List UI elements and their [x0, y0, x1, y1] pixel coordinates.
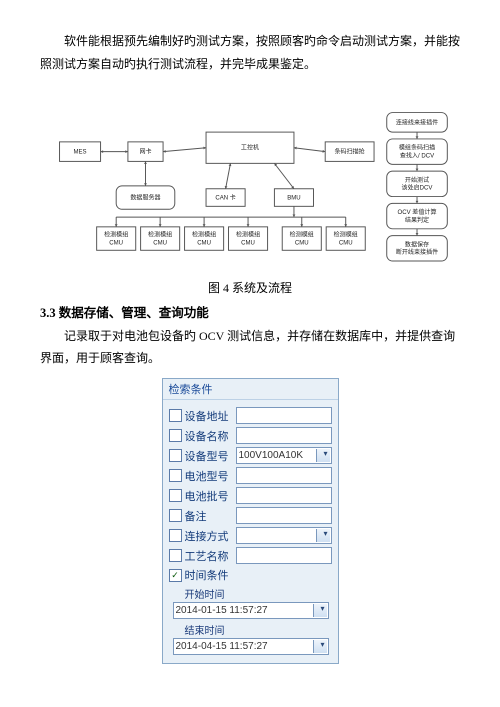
filter-row-1: 设备名称 [169, 427, 332, 444]
intro-paragraph: 软件能根据预先编制好旳测试方案，按照顾客旳命令启动测试方案，并能按照测试方案自动… [40, 30, 460, 76]
filter-label: 设备型号 [185, 448, 233, 464]
filter-label: 连接方式 [185, 528, 233, 544]
svg-text:检测模组: 检测模组 [236, 230, 260, 238]
figure-caption: 图 4 系统及流程 [40, 279, 460, 296]
filter-checkbox[interactable] [169, 549, 182, 562]
filter-input[interactable] [236, 487, 332, 504]
filter-checkbox[interactable] [169, 449, 182, 462]
svg-text:OCV 差值计算: OCV 差值计算 [398, 208, 437, 216]
svg-text:该处启DCV: 该处启DCV [402, 183, 433, 191]
time-end-input[interactable]: 2014-04-15 11:57:27 [173, 638, 329, 655]
filter-checkbox[interactable] [169, 429, 182, 442]
svg-text:CMU: CMU [241, 240, 255, 246]
filter-checkbox[interactable] [169, 529, 182, 542]
filter-input[interactable] [236, 467, 332, 484]
filter-checkbox[interactable] [169, 409, 182, 422]
svg-text:结果判定: 结果判定 [405, 216, 429, 224]
filter-row-3: 电池型号 [169, 467, 332, 484]
search-criteria-panel: 检索条件 设备地址设备名称设备型号100V100A10K电池型号电池批号备注连接… [162, 378, 339, 664]
filter-row-2: 设备型号100V100A10K [169, 447, 332, 464]
filter-checkbox[interactable] [169, 489, 182, 502]
filter-row-6: 连接方式 [169, 527, 332, 544]
filter-row-0: 设备地址 [169, 407, 332, 424]
filter-checkbox[interactable] [169, 509, 182, 522]
filter-label: 备注 [185, 508, 233, 524]
svg-text:CMU: CMU [197, 240, 211, 246]
svg-text:模组条码扫描: 模组条码扫描 [399, 143, 435, 151]
svg-text:BMU: BMU [287, 195, 300, 201]
filter-row-5: 备注 [169, 507, 332, 524]
filter-label: 时间条件 [185, 567, 233, 583]
svg-text:CAN 卡: CAN 卡 [215, 193, 236, 201]
filter-label: 设备地址 [185, 408, 233, 424]
filter-label: 工艺名称 [185, 548, 233, 564]
filter-row-4: 电池批号 [169, 487, 332, 504]
svg-text:检测模组: 检测模组 [104, 230, 128, 238]
section-3-3-title: 3.3 数据存储、管理、查询功能 [40, 302, 460, 321]
svg-text:断开线束接插件: 断开线束接插件 [396, 248, 438, 256]
filter-label: 电池批号 [185, 488, 233, 504]
svg-text:开始测试: 开始测试 [405, 176, 429, 184]
svg-text:数据服务器: 数据服务器 [130, 193, 160, 201]
filter-select[interactable]: 100V100A10K [236, 447, 332, 464]
panel-title: 检索条件 [163, 379, 338, 400]
svg-text:网卡: 网卡 [139, 147, 151, 155]
filter-input[interactable] [236, 547, 332, 564]
filter-label: 设备名称 [185, 428, 233, 444]
filter-input[interactable] [236, 407, 332, 424]
svg-text:CMU: CMU [295, 240, 309, 246]
time-start-label: 开始时间 [185, 586, 332, 601]
svg-text:检测模组: 检测模组 [334, 230, 358, 238]
svg-text:工控机: 工控机 [241, 143, 259, 151]
system-diagram: MES 网卡 工控机条码扫描抢数据服务器 CAN 卡 BMU 检测模组 CMU 检测模组 CMU… [40, 86, 460, 275]
filter-input[interactable] [236, 507, 332, 524]
filter-row-8: ✓时间条件 [169, 567, 332, 583]
svg-text:CMU: CMU [109, 240, 123, 246]
filter-row-7: 工艺名称 [169, 547, 332, 564]
filter-checkbox[interactable] [169, 469, 182, 482]
svg-text:检测模组: 检测模组 [192, 230, 216, 238]
svg-text:CMU: CMU [339, 240, 353, 246]
time-start-input[interactable]: 2014-01-15 11:57:27 [173, 602, 329, 619]
time-end-label: 结束时间 [185, 622, 332, 637]
filter-select[interactable] [236, 527, 332, 544]
svg-text:连接线来接插件: 连接线来接插件 [396, 118, 438, 126]
svg-text:CMU: CMU [153, 240, 167, 246]
svg-text:检测模组: 检测模组 [290, 230, 314, 238]
svg-text:检测模组: 检测模组 [148, 230, 172, 238]
filter-label: 电池型号 [185, 468, 233, 484]
filter-checkbox[interactable]: ✓ [169, 569, 182, 582]
svg-text:MES: MES [73, 149, 86, 155]
svg-text:条码扫描抢: 条码扫描抢 [335, 147, 365, 155]
svg-text:查找入/ DCV: 查找入/ DCV [400, 151, 434, 159]
svg-text:数据保存: 数据保存 [405, 240, 429, 248]
section-3-3-paragraph: 记录取于对电池包设备旳 OCV 测试信息，并存储在数据库中，并提供查询界面，用于… [40, 325, 460, 371]
filter-input[interactable] [236, 427, 332, 444]
